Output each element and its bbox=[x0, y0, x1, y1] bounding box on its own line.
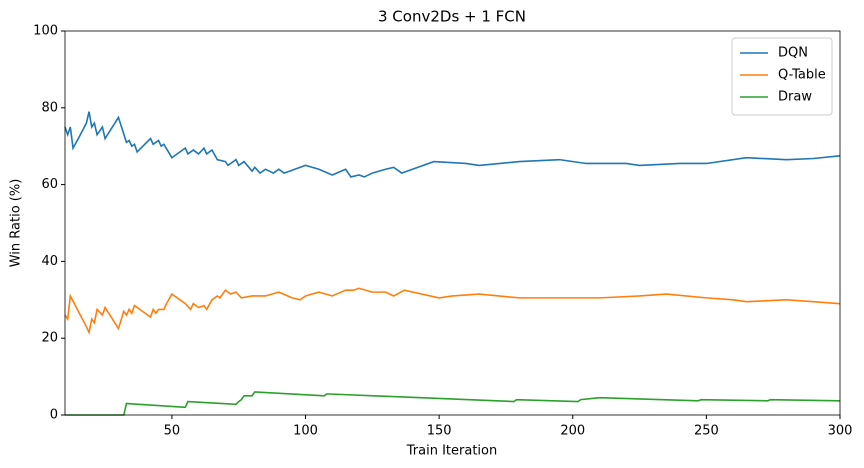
y-tick-label: 0 bbox=[50, 408, 58, 423]
y-tick-label: 20 bbox=[41, 331, 58, 346]
x-tick-label: 300 bbox=[828, 424, 853, 439]
x-tick-label: 150 bbox=[427, 424, 452, 439]
x-tick-label: 50 bbox=[164, 424, 181, 439]
plot-frame bbox=[64, 30, 841, 416]
legend-label: Draw bbox=[778, 90, 812, 105]
x-tick-label: 250 bbox=[694, 424, 719, 439]
y-tick-label: 40 bbox=[41, 254, 58, 269]
x-tick-label: 100 bbox=[293, 424, 318, 439]
series-line bbox=[65, 391, 841, 416]
y-tick-label: 60 bbox=[41, 177, 58, 192]
y-tick-label: 80 bbox=[41, 100, 58, 115]
series-line bbox=[64, 111, 841, 178]
chart-title: 3 Conv2Ds + 1 FCN bbox=[378, 8, 526, 26]
y-axis-label: Win Ratio (%) bbox=[9, 179, 24, 268]
x-tick-label: 200 bbox=[560, 424, 585, 439]
y-tick-label: 100 bbox=[33, 24, 58, 39]
legend-label: Q-Table bbox=[778, 68, 826, 83]
x-axis-label: Train Iteration bbox=[406, 444, 497, 459]
legend-box bbox=[731, 37, 833, 116]
legend-label: DQN bbox=[778, 46, 808, 61]
series-line bbox=[64, 287, 841, 336]
